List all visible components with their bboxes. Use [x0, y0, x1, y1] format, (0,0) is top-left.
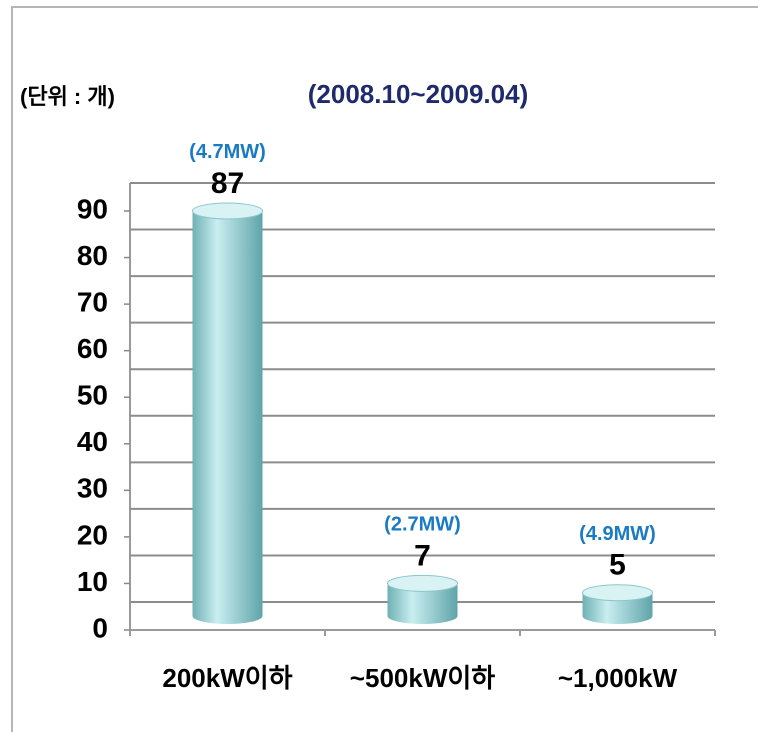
y-tick-label: 0 [92, 612, 108, 643]
y-tick-label: 10 [77, 566, 108, 597]
unit-label: (단위 : 개) [20, 84, 115, 109]
x-tick-label: ~1,000kW [558, 663, 678, 693]
y-tick-label: 80 [77, 240, 108, 271]
y-tick-label: 60 [77, 333, 108, 364]
bar [387, 574, 458, 624]
annotation: (4.9MW) [579, 523, 656, 545]
data-label: 87 [211, 167, 244, 200]
annotation: (2.7MW) [384, 514, 461, 536]
frame [11, 6, 758, 732]
x-tick-label: ~500kW이하 [350, 663, 495, 693]
bar [192, 202, 263, 624]
bar [582, 584, 653, 624]
data-label: 7 [414, 539, 431, 572]
y-tick-label: 90 [77, 193, 108, 224]
y-tick-label: 50 [77, 380, 108, 411]
y-tick-label: 40 [77, 426, 108, 457]
y-tick-label: 20 [77, 519, 108, 550]
chart-title: (2008.10~2009.04) [308, 79, 528, 109]
y-tick-label: 30 [77, 473, 108, 504]
data-label: 5 [609, 549, 626, 582]
y-tick-label: 70 [77, 287, 108, 318]
annotation: (4.7MW) [189, 141, 266, 163]
x-tick-label: 200kW이하 [162, 663, 292, 693]
